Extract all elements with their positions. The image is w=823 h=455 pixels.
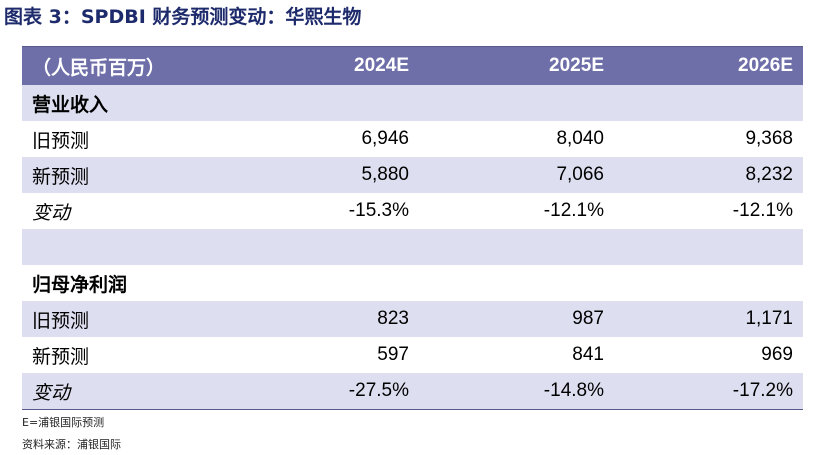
- table-cell: 6,946: [361, 128, 409, 149]
- table-cell: 5,880: [361, 164, 409, 185]
- table-cell: 8,232: [745, 164, 793, 185]
- table-cell: 8,040: [556, 128, 604, 149]
- table-cell: 9,368: [745, 128, 793, 149]
- table-header-row: （人民币百万） 2024E 2025E 2026E: [22, 47, 803, 85]
- table-cell: 987: [572, 308, 604, 329]
- table-cell: 969: [761, 344, 793, 365]
- profit-change-row: 变动 -27.5% -14.8% -17.2%: [22, 373, 803, 409]
- figure-title: 图表 3：SPDBI 财务预测变动：华熙生物: [4, 6, 362, 28]
- row-label: 旧预测: [32, 129, 90, 152]
- revenue-old-row: 旧预测 6,946 8,040 9,368: [22, 121, 803, 157]
- row-label: 新预测: [32, 345, 90, 368]
- source-note: 资料来源：浦银国际: [22, 438, 121, 451]
- revenue-change-row: 变动 -15.3% -12.1% -12.1%: [22, 193, 803, 229]
- table-cell: -17.2%: [732, 380, 793, 401]
- row-label: 变动: [32, 201, 71, 224]
- table-cell: 7,066: [556, 164, 604, 185]
- row-label: 旧预测: [32, 309, 90, 332]
- unit-header: （人民币百万）: [32, 56, 166, 79]
- table-cell: 597: [377, 344, 409, 365]
- year-header-2024: 2024E: [354, 55, 409, 76]
- section-label: 营业收入: [32, 93, 109, 116]
- spacer-row: [22, 229, 803, 265]
- section-label: 归母净利润: [32, 273, 128, 296]
- year-header-2026: 2026E: [738, 55, 793, 76]
- row-label: 新预测: [32, 165, 90, 188]
- revenue-new-row: 新预测 5,880 7,066 8,232: [22, 157, 803, 193]
- table-cell: 823: [377, 308, 409, 329]
- footnote: E=浦银国际预测: [22, 416, 105, 429]
- table-cell: -12.1%: [732, 200, 793, 221]
- table-cell: 1,171: [745, 308, 793, 329]
- revenue-section-row: 营业收入: [22, 85, 803, 121]
- forecast-table: （人民币百万） 2024E 2025E 2026E 营业收入 旧预测 6,946…: [22, 46, 803, 410]
- profit-new-row: 新预测 597 841 969: [22, 337, 803, 373]
- row-label: 变动: [32, 381, 71, 404]
- year-header-2025: 2025E: [549, 55, 604, 76]
- table-cell: -15.3%: [348, 200, 409, 221]
- table-cell: -27.5%: [348, 380, 409, 401]
- table-cell: -12.1%: [543, 200, 604, 221]
- table-cell: 841: [572, 344, 604, 365]
- profit-section-row: 归母净利润: [22, 265, 803, 301]
- profit-old-row: 旧预测 823 987 1,171: [22, 301, 803, 337]
- table-cell: -14.8%: [543, 380, 604, 401]
